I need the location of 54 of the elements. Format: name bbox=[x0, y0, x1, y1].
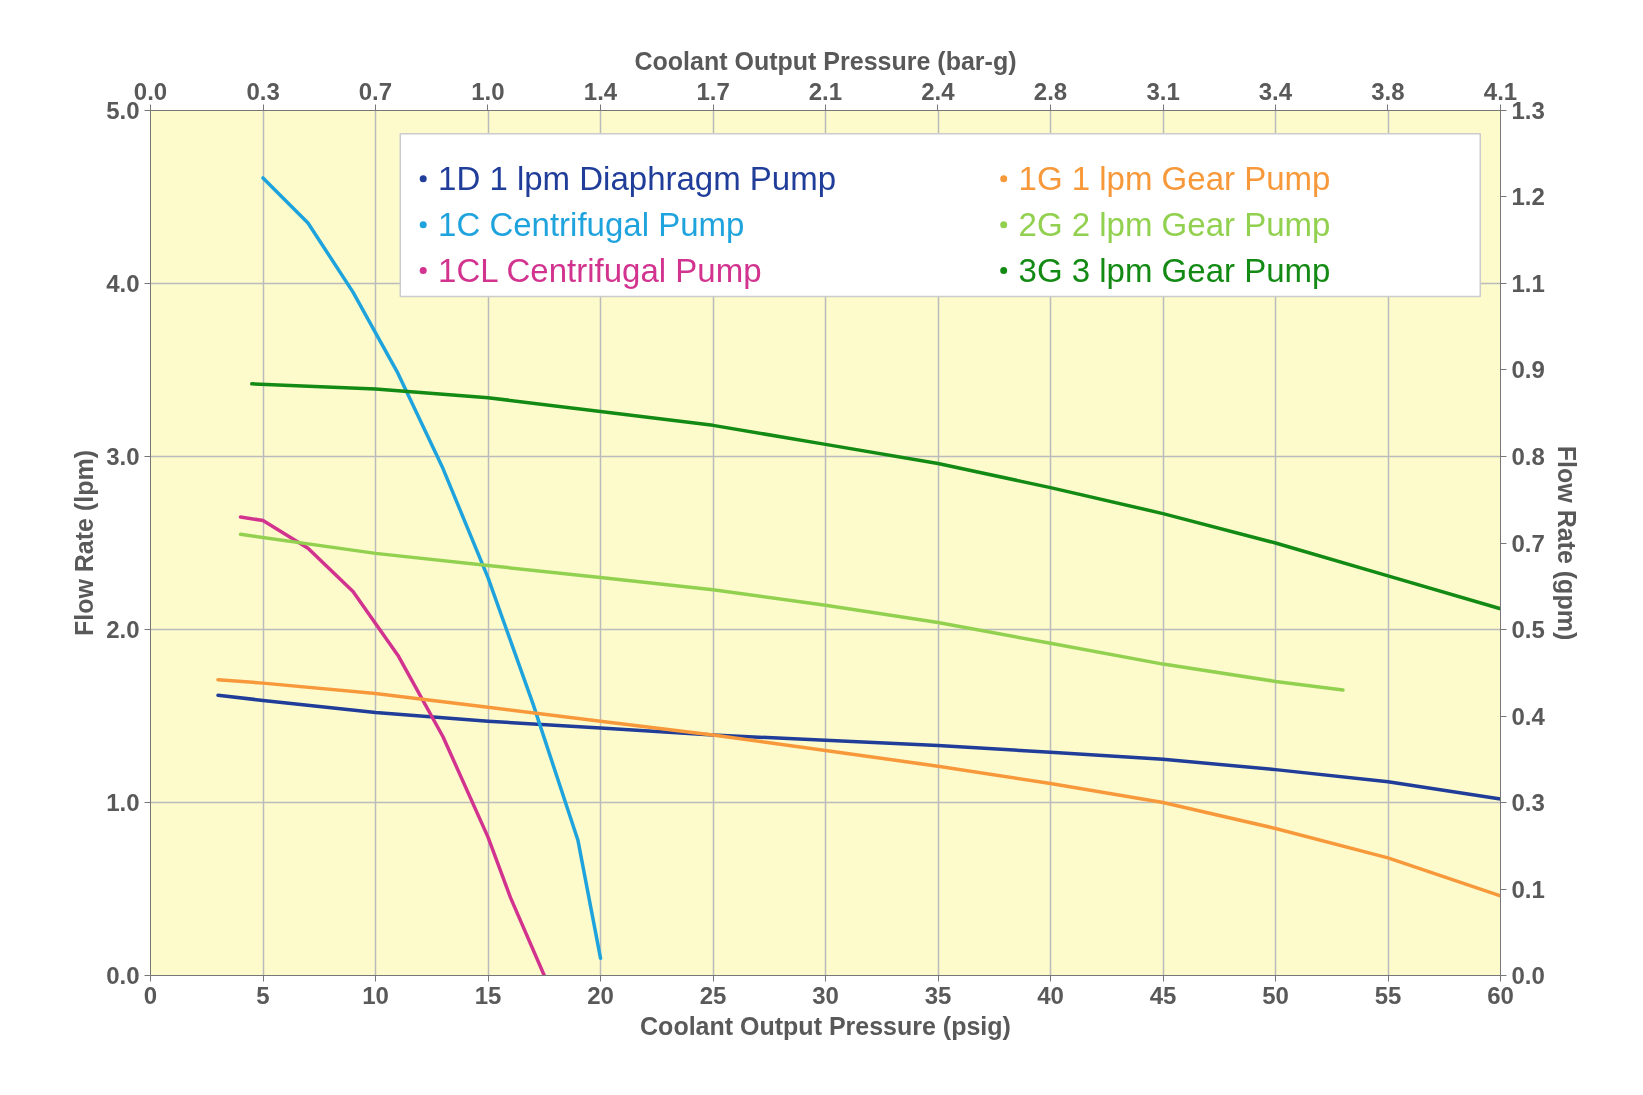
y-tick-label: 4.0 bbox=[106, 270, 140, 297]
y2-tick-label: 0.5 bbox=[1511, 616, 1545, 644]
x-tick-label: 15 bbox=[474, 981, 502, 1009]
x2-tick-label: 3.4 bbox=[1258, 77, 1293, 105]
line-series bbox=[238, 532, 1345, 692]
y2-tick-label: 1.1 bbox=[1511, 269, 1545, 297]
x2-tick-label: 3.1 bbox=[1146, 77, 1180, 105]
x-tick-label: 35 bbox=[924, 981, 952, 1009]
x2-tick-label: 2.4 bbox=[921, 77, 956, 105]
x-tick-label: 40 bbox=[1037, 981, 1064, 1009]
y-tick-label: 3.0 bbox=[106, 443, 140, 470]
x2-tick-label: 2.1 bbox=[808, 77, 843, 105]
y2-tick-label: 0.8 bbox=[1511, 442, 1545, 470]
x-tick-label: 55 bbox=[1374, 981, 1402, 1009]
legend-label: 3G 3 lpm Gear Pump bbox=[1018, 252, 1331, 290]
legend-label: 2G 2 lpm Gear Pump bbox=[1018, 206, 1331, 244]
y2-tick-label: 0.9 bbox=[1511, 356, 1545, 384]
x-axis-title: Coolant Output Pressure (psig) bbox=[640, 1011, 1011, 1040]
y2-tick-label: 0.1 bbox=[1511, 875, 1545, 903]
x2-tick-label: 0.7 bbox=[358, 77, 393, 105]
y2-tick-label: 0.4 bbox=[1511, 702, 1546, 730]
x-tick-label: 20 bbox=[587, 981, 614, 1009]
x2-axis-title: Coolant Output Pressure (bar-g) bbox=[634, 46, 1017, 75]
line-series bbox=[238, 515, 546, 976]
x-tick-label: 25 bbox=[699, 981, 727, 1009]
legend-label: 1G 1 lpm Gear Pump bbox=[1018, 160, 1331, 198]
y2-axis-title: Flow Rate (gpm) bbox=[1552, 445, 1581, 641]
y-tick-label: 0.0 bbox=[106, 962, 140, 989]
line-series bbox=[216, 693, 1501, 801]
x2-tick-label: 2.8 bbox=[1033, 77, 1068, 105]
x-tick-label: 5 bbox=[256, 981, 270, 1009]
y2-tick-label: 0.7 bbox=[1511, 529, 1545, 557]
x-tick-label: 60 bbox=[1487, 981, 1514, 1009]
x-tick-label: 0 bbox=[143, 981, 158, 1009]
x2-tick-label: 1.7 bbox=[696, 77, 730, 105]
y-axis-title: Flow Rate (lpm) bbox=[70, 449, 99, 637]
line-series bbox=[216, 677, 1501, 898]
legend-label: 1D 1 lpm Diaphragm Pump bbox=[438, 160, 837, 198]
x2-tick-label: 1.0 bbox=[471, 77, 505, 105]
legend-label: 1CL Centrifugal Pump bbox=[438, 252, 762, 290]
y2-tick-label: 0.3 bbox=[1511, 789, 1545, 817]
y2-tick-label: 1.2 bbox=[1511, 183, 1545, 211]
x2-tick-label: 3.8 bbox=[1371, 77, 1405, 105]
x2-tick-label: 0.3 bbox=[246, 77, 280, 105]
y-tick-label: 1.0 bbox=[106, 789, 140, 816]
line-series bbox=[250, 382, 1501, 611]
y2-tick-label: 0.0 bbox=[1511, 962, 1545, 989]
x-tick-label: 10 bbox=[362, 981, 389, 1009]
x-tick-label: 30 bbox=[812, 981, 839, 1009]
y-tick-label: 2.0 bbox=[106, 616, 140, 643]
x2-tick-label: 1.4 bbox=[583, 77, 618, 105]
x-tick-label: 45 bbox=[1149, 981, 1177, 1009]
legend-label: 1C Centrifugal Pump bbox=[438, 206, 745, 244]
x-tick-label: 50 bbox=[1262, 981, 1289, 1009]
